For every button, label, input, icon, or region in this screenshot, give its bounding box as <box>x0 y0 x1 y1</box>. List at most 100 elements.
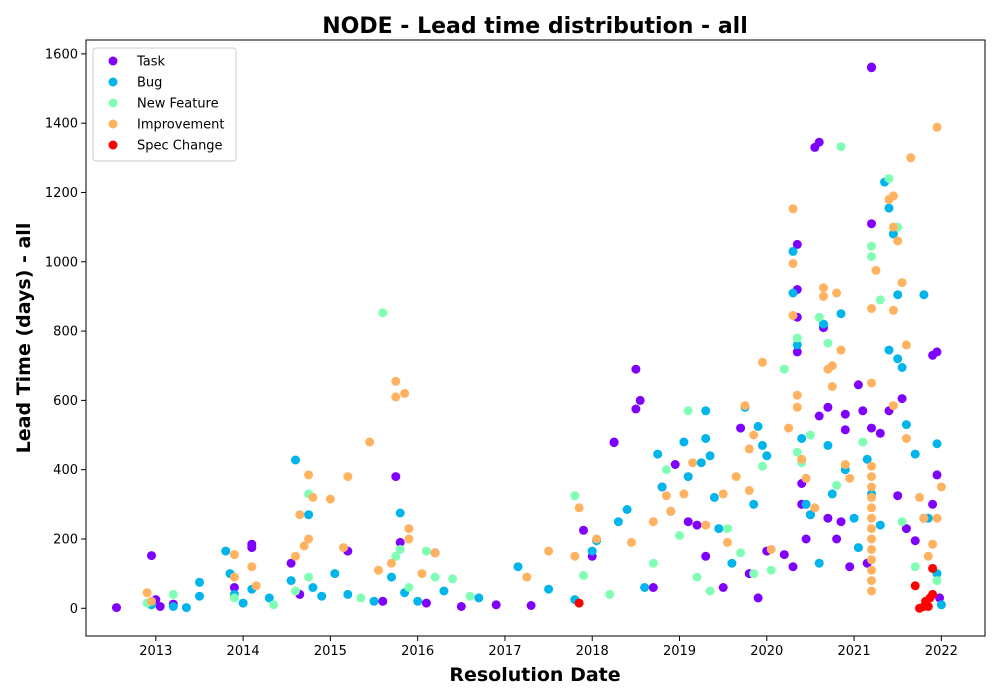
x-tick-label: 2015 <box>314 644 347 659</box>
data-point <box>823 402 833 412</box>
data-point <box>788 259 798 268</box>
data-point <box>264 593 274 603</box>
data-point <box>421 546 431 556</box>
y-tick-label: 400 <box>53 463 78 478</box>
legend: Task Bug New Feature Improvement Spec Change <box>92 47 237 162</box>
data-point <box>901 434 911 443</box>
data-point <box>827 382 837 391</box>
data-point <box>888 401 898 411</box>
data-point <box>744 486 754 495</box>
data-point <box>749 430 759 440</box>
y-tick-label: 0 <box>70 602 78 617</box>
data-point <box>373 565 383 575</box>
data-point <box>836 142 846 152</box>
data-point <box>792 402 802 412</box>
data-point <box>766 565 776 575</box>
legend-marker <box>108 119 118 129</box>
data-point <box>923 551 933 561</box>
data-point <box>343 589 353 599</box>
data-point <box>928 589 938 599</box>
data-point <box>736 423 746 433</box>
data-point <box>867 503 876 513</box>
data-point <box>653 449 663 459</box>
data-point <box>579 570 588 580</box>
data-point <box>832 288 842 298</box>
data-point <box>391 551 401 561</box>
data-point <box>291 551 300 561</box>
data-point <box>391 392 401 402</box>
data-point <box>544 584 554 594</box>
x-axis-label: Resolution Date <box>449 664 620 686</box>
data-point <box>592 534 602 544</box>
data-point <box>229 593 239 603</box>
y-tick-label: 1000 <box>45 255 78 270</box>
data-point <box>932 347 942 357</box>
data-point <box>792 340 802 350</box>
data-point <box>932 122 942 132</box>
legend-label: Bug <box>137 76 162 91</box>
data-point <box>932 470 942 480</box>
data-point <box>291 455 300 465</box>
data-point <box>609 437 619 447</box>
data-point <box>404 524 414 534</box>
data-point <box>893 290 903 300</box>
y-tick-label: 1600 <box>45 47 78 62</box>
data-point <box>749 569 759 579</box>
data-point <box>801 534 811 544</box>
data-point <box>867 219 876 229</box>
data-point <box>286 576 296 586</box>
data-point <box>696 458 706 468</box>
data-point <box>605 589 615 599</box>
data-point <box>840 425 850 435</box>
data-point <box>867 241 876 251</box>
data-point <box>867 513 876 523</box>
data-point <box>867 304 876 313</box>
series-improvement <box>142 122 946 606</box>
data-point <box>439 586 449 596</box>
data-point <box>928 563 938 573</box>
data-point <box>168 589 178 599</box>
data-point <box>923 602 933 611</box>
data-point <box>291 586 300 596</box>
data-point <box>814 312 824 322</box>
data-point <box>251 581 261 591</box>
data-point <box>867 472 876 482</box>
data-point <box>823 513 833 523</box>
data-point <box>448 574 458 584</box>
data-point <box>810 503 820 513</box>
data-point <box>705 586 715 596</box>
data-point <box>888 229 898 239</box>
data-point <box>901 420 911 430</box>
data-point <box>805 430 815 440</box>
data-point <box>836 517 846 527</box>
data-point <box>269 600 279 610</box>
data-point <box>867 524 876 534</box>
data-point <box>325 494 335 504</box>
data-point <box>692 520 702 530</box>
data-point <box>862 454 872 464</box>
data-point <box>631 364 641 374</box>
data-point <box>705 451 715 461</box>
data-point <box>897 517 907 527</box>
data-point <box>404 534 414 544</box>
data-point <box>875 428 885 438</box>
data-point <box>286 558 296 568</box>
data-point <box>797 454 807 464</box>
data-point <box>906 153 916 163</box>
x-tick-label: 2021 <box>838 644 871 659</box>
data-point <box>692 572 702 582</box>
data-point <box>788 204 798 214</box>
data-point <box>688 458 698 468</box>
data-point <box>661 465 671 475</box>
data-point <box>648 583 658 592</box>
data-point <box>395 537 405 547</box>
data-point <box>915 492 924 502</box>
data-point <box>897 363 907 372</box>
data-point <box>718 489 728 499</box>
data-point <box>867 544 876 554</box>
data-point <box>910 536 920 546</box>
x-tick-label: 2013 <box>139 644 172 659</box>
data-point <box>888 191 898 201</box>
data-point <box>147 596 156 606</box>
data-point <box>788 288 798 298</box>
